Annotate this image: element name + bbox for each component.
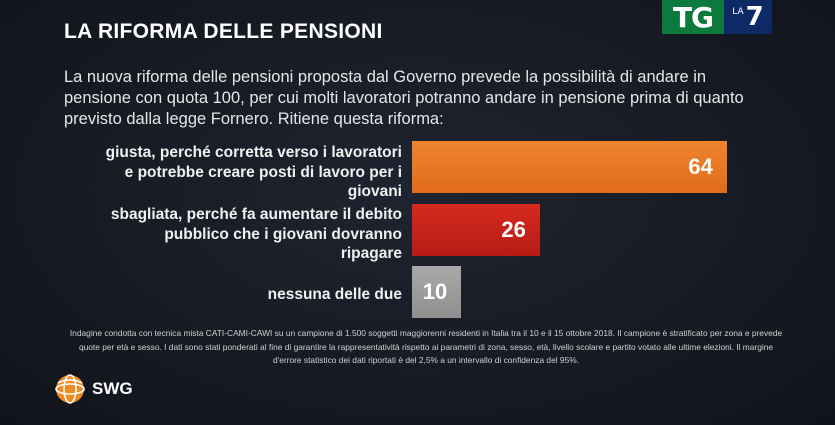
tg-logo-text: TG [672, 0, 714, 34]
tg-logo: TG [662, 0, 724, 34]
la7-logo-la: LA [732, 7, 744, 17]
bar-3 [412, 266, 462, 318]
page-title: LA RIFORMA DELLE PENSIONI [64, 20, 383, 43]
bar-value-2: 26 [501, 217, 526, 242]
bar-label-1: giusta, perché corretta verso i lavorato… [105, 144, 402, 200]
swg-globe-icon [55, 374, 85, 404]
bar-2 [412, 204, 540, 256]
bar-1 [412, 141, 727, 193]
la7-logo-seven: 7 [745, 2, 764, 32]
swg-name: SWG [92, 379, 133, 398]
bar-label-3: nessuna delle due [267, 286, 402, 303]
survey-question: La nuova riforma delle pensioni proposta… [64, 68, 744, 128]
methodology-note: Indagine condotta con tecnica mista CATI… [69, 328, 783, 365]
bar-label-2: sbagliata, perché fa aumentare il debito… [110, 206, 402, 262]
bar-value-1: 64 [688, 154, 713, 179]
swg-brand: SWG [54, 373, 133, 405]
la7-logo: LA 7 [724, 0, 772, 34]
bar-value-3: 10 [422, 279, 448, 304]
